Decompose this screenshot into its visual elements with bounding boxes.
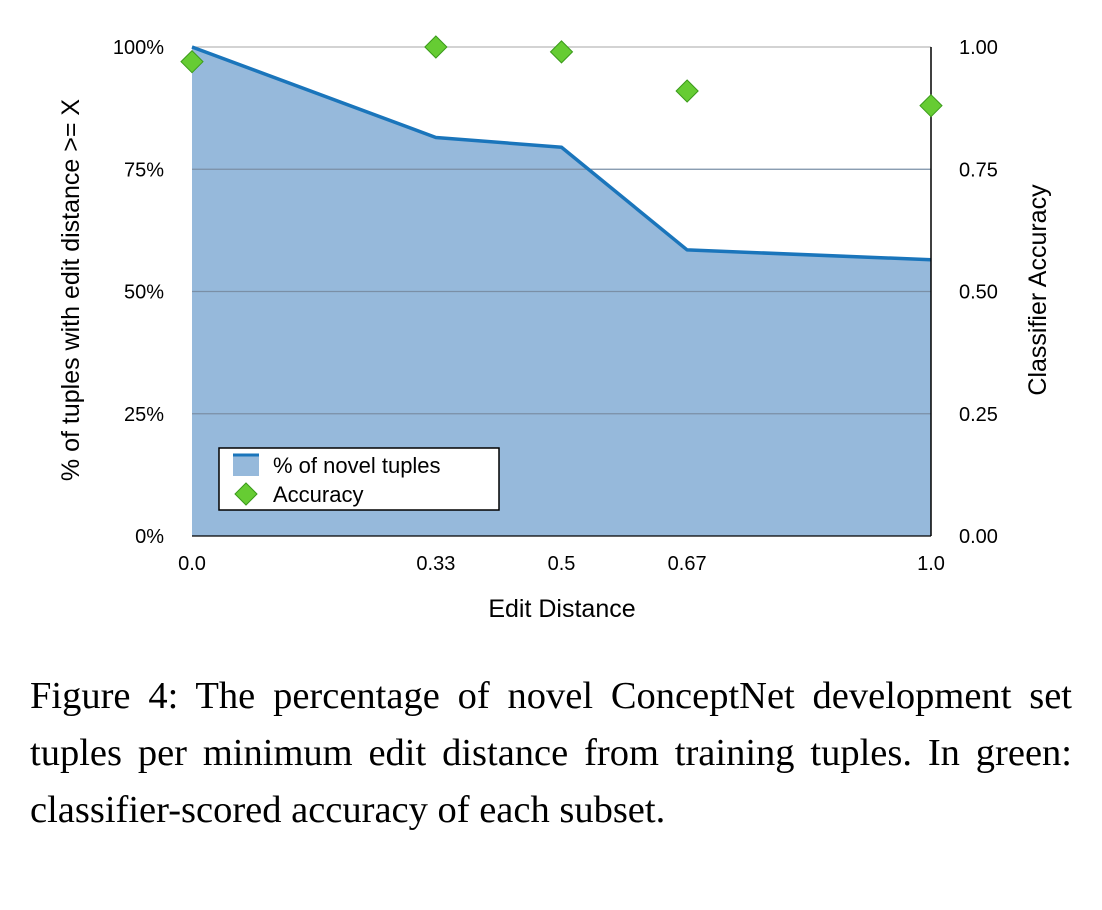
x-tick-label: 0.33 bbox=[416, 553, 455, 575]
y-right-tick-label: 0.75 bbox=[959, 159, 998, 181]
x-tick-label: 0.5 bbox=[548, 553, 576, 575]
accuracy-marker bbox=[675, 79, 699, 103]
accuracy-marker bbox=[424, 35, 448, 59]
gridlines bbox=[192, 46, 931, 537]
legend-label-novel-tuples: % of novel tuples bbox=[273, 453, 441, 478]
figure-caption: Figure 4: The percentage of novel Concep… bbox=[30, 675, 1072, 831]
y-left-axis-ticks: 0% 25% 50% 75% 100% bbox=[113, 37, 164, 548]
x-tick-label: 0.0 bbox=[178, 553, 206, 575]
y-left-tick-label: 0% bbox=[135, 526, 164, 548]
legend: % of novel tuples Accuracy bbox=[218, 447, 500, 511]
y-right-tick-label: 1.00 bbox=[959, 37, 998, 59]
y-left-axis-title: % of tuples with edit distance >= X bbox=[57, 99, 85, 481]
accuracy-marker bbox=[919, 93, 943, 118]
y-right-axis-title: Classifier Accuracy bbox=[1024, 184, 1052, 396]
chart: 0.0 0.33 0.5 0.67 1.0 0%25%50%75%100% 0.000.… bbox=[57, 35, 1052, 623]
accuracy-markers bbox=[180, 35, 943, 118]
y-right-tick-label: 0.00 bbox=[959, 526, 998, 548]
y-left-tick-label: 50% bbox=[124, 282, 164, 304]
y-right-tick-label: 0.50 bbox=[959, 282, 998, 304]
plot-area bbox=[180, 35, 943, 537]
y-left-tick-label: 25% bbox=[124, 404, 164, 426]
x-tick-label: 0.67 bbox=[668, 553, 707, 575]
legend-swatch-accuracy bbox=[234, 482, 258, 506]
legend-label-accuracy: Accuracy bbox=[273, 482, 363, 507]
x-axis-title: Edit Distance bbox=[488, 595, 635, 623]
y-left-tick-label: 75% bbox=[124, 159, 164, 181]
y-right-tick-label: 0.25 bbox=[959, 404, 998, 426]
x-tick-label: 1.0 bbox=[917, 553, 945, 575]
legend-swatch-novel-tuples bbox=[233, 454, 259, 476]
accuracy-marker bbox=[180, 49, 204, 74]
line-novel-tuples bbox=[191, 45, 932, 262]
y-right-axis-ticks: 0.00 0.25 0.50 0.75 1.00 bbox=[959, 37, 998, 548]
accuracy-marker bbox=[549, 40, 574, 64]
legend-box bbox=[218, 447, 500, 511]
y-left-tick-label: 100% bbox=[113, 37, 164, 59]
x-axis-ticks: 0.0 0.33 0.5 0.67 1.0 bbox=[178, 553, 945, 575]
